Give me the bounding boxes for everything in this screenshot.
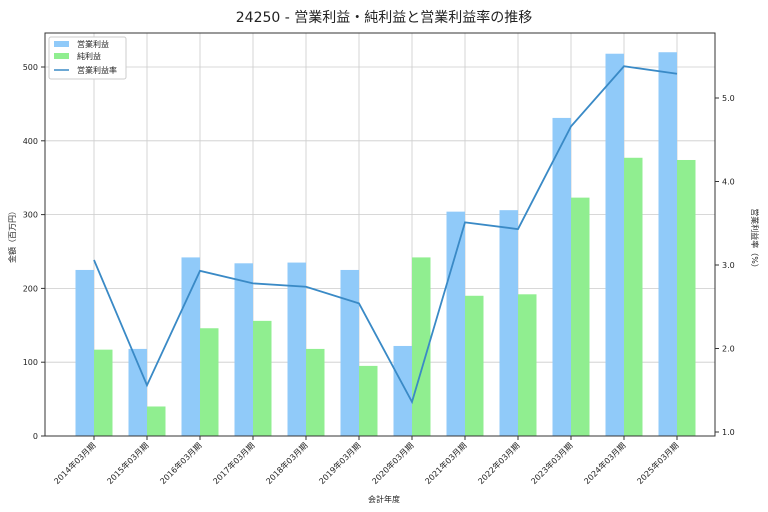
x-tick-label: 2022年03月期 <box>476 440 522 486</box>
legend-swatch-net <box>54 53 69 59</box>
y-tick-label: 300 <box>23 211 38 220</box>
x-tick-label: 2020年03月期 <box>370 440 416 486</box>
bar-net-profit <box>147 406 166 436</box>
bar-operating-profit <box>234 263 253 436</box>
x-tick-label: 2019年03月期 <box>317 440 363 486</box>
bar-operating-profit <box>181 257 200 436</box>
y2-tick-label: 1.0 <box>722 428 735 437</box>
legend: 営業利益 純利益 営業利益率 <box>48 36 127 80</box>
bar-operating-profit <box>393 345 412 436</box>
bar-net-profit <box>624 157 643 437</box>
x-tick-label: 2018年03月期 <box>264 440 310 486</box>
bar-net-profit <box>571 197 590 436</box>
x-axis-label: 会計年度 <box>368 494 400 504</box>
y2-axis-label: 営業利益率（%） <box>750 208 760 272</box>
line-series <box>93 65 678 405</box>
bar-operating-profit <box>128 348 147 436</box>
x-tick-label: 2021年03月期 <box>423 440 469 486</box>
bar-operating-profit <box>552 117 571 436</box>
bar-operating-profit <box>446 211 465 436</box>
bars <box>75 52 696 437</box>
x-tick-label: 2023年03月期 <box>529 440 575 486</box>
bar-operating-profit <box>340 269 359 436</box>
bar-net-profit <box>94 349 113 436</box>
bar-net-profit <box>306 348 325 436</box>
bar-net-profit <box>253 320 272 436</box>
y2-tick-label: 5.0 <box>722 94 735 103</box>
legend-swatch-operating <box>54 41 69 47</box>
bar-net-profit <box>200 328 219 436</box>
y-tick-label: 400 <box>23 137 38 146</box>
x-tick-label: 2015年03月期 <box>105 440 151 486</box>
x-tick-label: 2024年03月期 <box>582 440 628 486</box>
legend-label-operating: 営業利益 <box>77 39 109 49</box>
bar-net-profit <box>518 294 537 436</box>
line-operating-margin <box>93 65 678 405</box>
bar-operating-profit <box>658 52 677 437</box>
bar-net-profit <box>359 365 378 436</box>
bar-operating-profit <box>287 262 306 436</box>
chart-title: 24250 - 営業利益・純利益と営業利益率の推移 <box>236 9 533 26</box>
plot-frame <box>44 32 716 437</box>
y2-tick-label: 2.0 <box>722 345 735 354</box>
bar-operating-profit <box>75 269 94 436</box>
x-tick-label: 2014年03月期 <box>52 440 98 486</box>
y-axis-label: 金額（百万円） <box>7 207 17 263</box>
y-tick-label: 500 <box>23 63 38 72</box>
y-tick-label: 200 <box>23 284 38 293</box>
legend-label-margin: 営業利益率 <box>77 65 117 75</box>
y2-tick-label: 4.0 <box>722 178 735 187</box>
bar-operating-profit <box>499 210 518 436</box>
bar-operating-profit <box>605 53 624 436</box>
y-tick-label: 0 <box>33 432 38 441</box>
legend-label-net: 純利益 <box>77 51 101 61</box>
x-tick-label: 2016年03月期 <box>158 440 204 486</box>
y2-tick-label: 3.0 <box>722 261 735 270</box>
y-tick-label: 100 <box>23 358 38 367</box>
bar-net-profit <box>465 295 484 436</box>
x-tick-label: 2025年03月期 <box>635 440 681 486</box>
bar-net-profit <box>677 159 696 436</box>
bar-net-profit <box>412 257 431 436</box>
x-tick-label: 2017年03月期 <box>211 440 257 486</box>
